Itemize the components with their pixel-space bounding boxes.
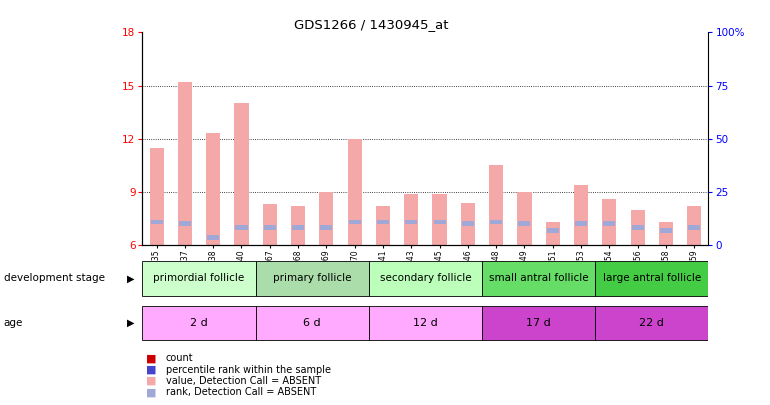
Bar bbox=[405, 220, 417, 224]
Bar bbox=[236, 225, 247, 230]
Text: 22 d: 22 d bbox=[639, 318, 665, 328]
Text: 12 d: 12 d bbox=[413, 318, 438, 328]
Bar bbox=[482, 306, 595, 340]
Bar bbox=[349, 220, 360, 224]
Bar bbox=[263, 204, 277, 245]
Bar bbox=[595, 261, 708, 296]
Bar bbox=[320, 192, 333, 245]
Bar bbox=[234, 103, 249, 245]
Bar bbox=[178, 82, 192, 245]
Bar bbox=[433, 194, 447, 245]
Bar bbox=[575, 221, 587, 226]
Bar bbox=[517, 192, 531, 245]
Bar bbox=[660, 228, 672, 233]
Bar bbox=[595, 306, 708, 340]
Bar bbox=[547, 228, 559, 233]
Bar bbox=[369, 261, 482, 296]
Text: secondary follicle: secondary follicle bbox=[380, 273, 471, 283]
Bar bbox=[377, 220, 389, 224]
Bar bbox=[256, 306, 369, 340]
Bar bbox=[256, 261, 369, 296]
Bar bbox=[688, 225, 700, 230]
Text: ▶: ▶ bbox=[127, 273, 135, 283]
Bar bbox=[404, 194, 418, 245]
Bar bbox=[149, 147, 164, 245]
Text: development stage: development stage bbox=[4, 273, 105, 283]
Bar bbox=[291, 206, 305, 245]
Text: rank, Detection Call = ABSENT: rank, Detection Call = ABSENT bbox=[166, 388, 316, 397]
Bar bbox=[482, 261, 595, 296]
Bar bbox=[490, 220, 502, 224]
Text: primary follicle: primary follicle bbox=[273, 273, 351, 283]
Text: percentile rank within the sample: percentile rank within the sample bbox=[166, 365, 330, 375]
Text: count: count bbox=[166, 354, 193, 363]
Text: 2 d: 2 d bbox=[190, 318, 208, 328]
Bar bbox=[489, 165, 504, 245]
Bar bbox=[687, 206, 701, 245]
Bar bbox=[460, 202, 475, 245]
Bar bbox=[347, 139, 362, 245]
Bar bbox=[434, 220, 446, 224]
Text: small antral follicle: small antral follicle bbox=[489, 273, 588, 283]
Text: ■: ■ bbox=[146, 365, 157, 375]
Bar bbox=[151, 220, 162, 224]
Bar bbox=[604, 221, 615, 226]
Bar bbox=[142, 306, 256, 340]
Text: ■: ■ bbox=[146, 376, 157, 386]
Bar bbox=[462, 221, 474, 226]
Bar bbox=[631, 225, 644, 230]
Bar bbox=[179, 221, 191, 226]
Bar bbox=[376, 206, 390, 245]
Bar bbox=[659, 222, 673, 245]
Bar bbox=[631, 210, 644, 245]
Text: value, Detection Call = ABSENT: value, Detection Call = ABSENT bbox=[166, 376, 320, 386]
Bar bbox=[320, 225, 333, 230]
Bar bbox=[206, 133, 220, 245]
Bar bbox=[264, 225, 276, 230]
Text: large antral follicle: large antral follicle bbox=[603, 273, 701, 283]
Text: ▶: ▶ bbox=[127, 318, 135, 328]
Bar bbox=[574, 185, 588, 245]
Bar bbox=[369, 306, 482, 340]
Text: ■: ■ bbox=[146, 388, 157, 397]
Bar bbox=[292, 225, 304, 230]
Text: GDS1266 / 1430945_at: GDS1266 / 1430945_at bbox=[294, 18, 449, 31]
Text: 17 d: 17 d bbox=[526, 318, 551, 328]
Bar bbox=[546, 222, 560, 245]
Bar bbox=[518, 221, 531, 226]
Text: age: age bbox=[4, 318, 23, 328]
Bar bbox=[207, 235, 219, 241]
Bar bbox=[602, 199, 617, 245]
Bar bbox=[142, 261, 256, 296]
Text: 6 d: 6 d bbox=[303, 318, 321, 328]
Text: ■: ■ bbox=[146, 354, 157, 363]
Text: primordial follicle: primordial follicle bbox=[153, 273, 245, 283]
